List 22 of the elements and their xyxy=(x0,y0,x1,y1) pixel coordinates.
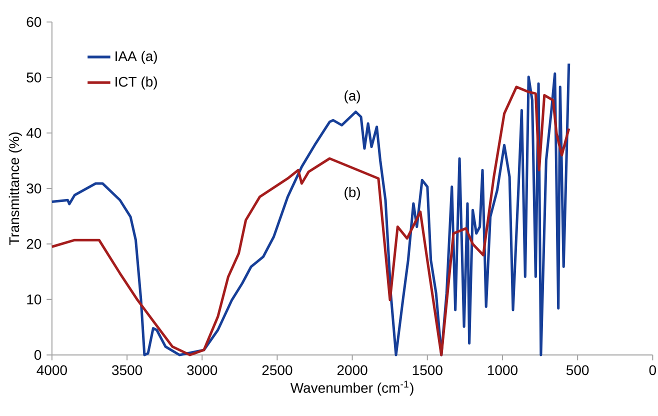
x-tick-label: 3000 xyxy=(187,365,218,376)
x-tick-label: 1000 xyxy=(488,365,518,376)
annotation: (a) xyxy=(344,90,360,104)
y-tick-label: 0 xyxy=(34,350,42,360)
legend-label: IAA (a) xyxy=(116,50,157,64)
x-tick-label: 2000 xyxy=(337,365,368,376)
legend-label: ICT (b) xyxy=(116,76,157,90)
x-tick-label: 500 xyxy=(566,365,589,376)
x-tick-label: 3500 xyxy=(112,365,142,376)
y-tick-label: 50 xyxy=(26,72,42,82)
y-axis-title: Transmittance (%) xyxy=(8,132,22,245)
y-tick-label: 20 xyxy=(26,238,42,249)
x-tick-label: 2500 xyxy=(262,365,292,376)
y-tick-label: 60 xyxy=(26,16,42,27)
x-tick-label: 0 xyxy=(649,365,656,376)
x-tick-label: 4000 xyxy=(36,365,67,376)
y-tick-label: 10 xyxy=(27,294,42,304)
y-tick-label: 40 xyxy=(26,128,42,138)
y-tick-label: 30 xyxy=(26,183,42,194)
x-tick-label: 1500 xyxy=(412,365,442,376)
x-axis-title: Wavenumber (cm$^{-1}$) xyxy=(290,380,414,396)
annotation: (b) xyxy=(344,186,360,200)
